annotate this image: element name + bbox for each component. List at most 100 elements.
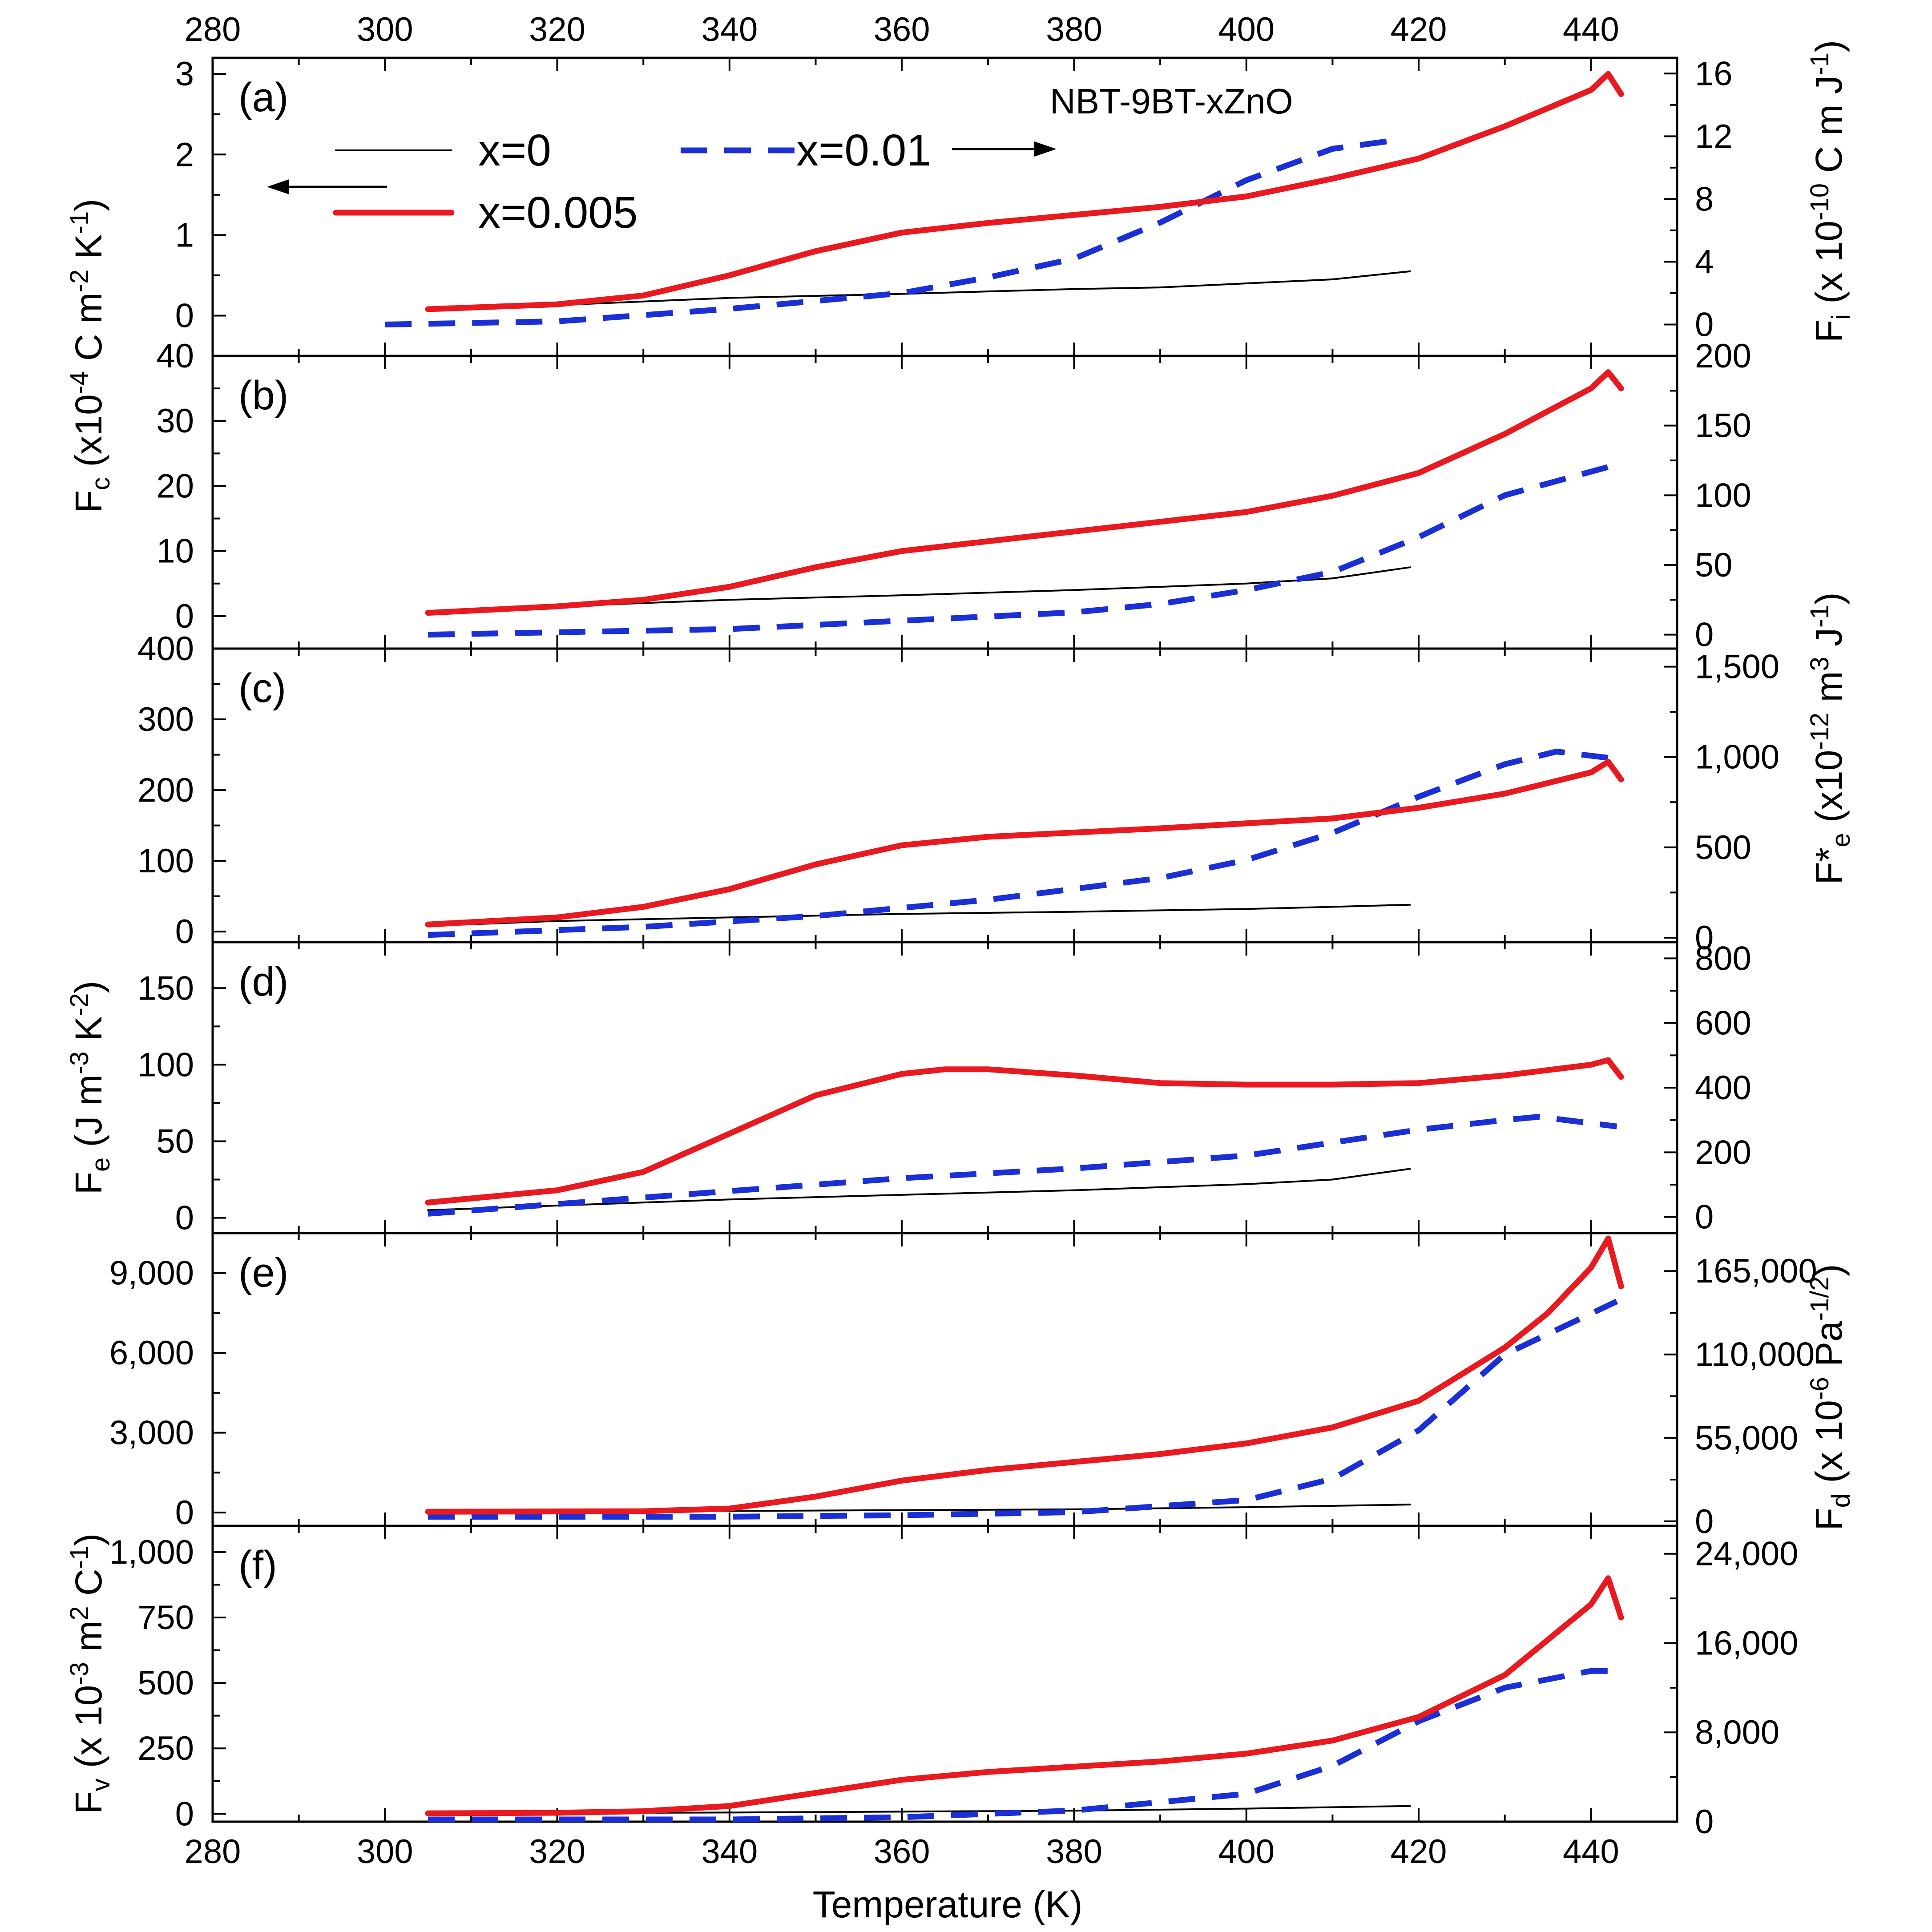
x-axis-title: Temperature (K)	[813, 1884, 1083, 1925]
right-tick-label: 1,000	[1695, 738, 1779, 776]
top-x-tick-label: 300	[357, 11, 413, 48]
series-line-x0005	[425, 71, 1624, 312]
left-tick-label: 0	[175, 297, 194, 335]
top-x-tick-label: 400	[1218, 11, 1275, 48]
left-tick-label: 1,000	[109, 1533, 194, 1571]
top-x-tick-label: 380	[1046, 11, 1102, 48]
left-axis-title: Fe (J m-3 K-2)	[65, 981, 115, 1195]
series-line-x001	[428, 462, 1618, 638]
axis-arrows	[267, 141, 1057, 194]
left-tick-label: 0	[175, 597, 194, 635]
left-tick-label: 250	[137, 1730, 194, 1767]
top-x-tick-label: 280	[185, 11, 241, 48]
series-line-x001	[428, 749, 1617, 938]
series-line-x001	[428, 1299, 1618, 1520]
left-tick-label: 0	[175, 1795, 194, 1833]
top-x-tick-label: 420	[1391, 11, 1447, 48]
legend-label-1: x=0.005	[478, 188, 638, 238]
left-tick-label: 30	[156, 402, 194, 440]
left-tick-label: 200	[137, 771, 194, 809]
bottom-x-axis: 280 300 320 340 360 380 400 420 440	[185, 1833, 1619, 1871]
left-tick-label: 750	[137, 1599, 194, 1637]
left-tick-label: 3	[175, 55, 194, 93]
right-tick-label: 165,000	[1695, 1252, 1817, 1290]
left-tick-label: 400	[137, 630, 194, 668]
right-tick-label: 0	[1695, 1503, 1714, 1541]
left-axis-title: Fc (x10-4 C m-2 K-1)	[65, 199, 115, 513]
left-tick-label: 300	[137, 701, 194, 738]
left-tick-label: 100	[137, 842, 194, 880]
series-line-x001	[428, 1113, 1617, 1217]
right-tick-label: 4	[1695, 243, 1714, 281]
right-arrowhead	[1034, 141, 1057, 157]
top-x-tick-label: 360	[874, 11, 930, 48]
top-x-axis: 280 300 320 340 360 380 400 420 440	[185, 11, 1619, 48]
left-tick-label: 20	[156, 467, 194, 505]
left-tick-label: 6,000	[109, 1334, 194, 1372]
series-line-x0	[427, 903, 1411, 927]
left-axis-title: Fv (x 10-3 m2 C-1)	[65, 1533, 115, 1814]
series-line-x0005	[425, 759, 1624, 928]
right-tick-label: 0	[1695, 1803, 1714, 1841]
right-tick-label: 200	[1695, 337, 1751, 375]
series-line-x0	[427, 1168, 1411, 1211]
bottom-x-tick-label: 340	[701, 1833, 758, 1871]
panel-label: (a)	[238, 75, 288, 120]
right-tick-label: 50	[1695, 546, 1733, 584]
bottom-x-tick-label: 380	[1046, 1833, 1102, 1871]
panel-e: 0 3,000 6,000 9,000 0 55,000 110,000 165,000 (e)…	[109, 1232, 1855, 1541]
panel-label: (c)	[238, 666, 286, 711]
left-tick-label: 40	[156, 337, 194, 375]
right-axis-title: Fd (x 10-6 Pa-1/2)	[1805, 1264, 1855, 1530]
left-tick-label: 150	[137, 969, 194, 1007]
series-line-x0005	[425, 369, 1624, 616]
plot-frame	[211, 647, 1678, 944]
left-tick-label: 2	[175, 136, 194, 173]
panel-label: (d)	[238, 959, 288, 1004]
right-axis-title: Fi (x 10-10 C m J-1)	[1805, 40, 1855, 343]
left-tick-label: 100	[137, 1046, 194, 1084]
bottom-x-tick-label: 400	[1218, 1833, 1275, 1871]
bottom-x-tick-label: 360	[874, 1833, 930, 1871]
right-tick-label: 600	[1695, 1004, 1751, 1042]
panel-f: 0 250 500 750 1,000 0 8,000 16,000 24,000 (f) Fv (…	[65, 1525, 1798, 1841]
left-tick-label: 0	[175, 1494, 194, 1532]
right-tick-label: 8,000	[1695, 1714, 1779, 1751]
legend-label-0: x=0	[478, 125, 551, 175]
right-tick-label: 100	[1695, 476, 1751, 514]
right-tick-label: 0	[1695, 306, 1714, 343]
series-line-x0005	[425, 1575, 1624, 1816]
left-tick-label: 1	[175, 216, 194, 254]
series-line-x0005	[425, 1057, 1624, 1206]
series-line-x0005	[425, 1235, 1624, 1515]
right-tick-label: 500	[1695, 829, 1751, 867]
right-tick-label: 12	[1695, 117, 1733, 155]
bottom-x-tick-label: 420	[1391, 1833, 1447, 1871]
right-tick-label: 0	[1695, 1198, 1714, 1236]
panel-d: 0 50 100 150 0 200 400 600 800 (d) Fe (J m-3 K-2)	[65, 940, 1751, 1237]
left-tick-label: 10	[156, 532, 194, 570]
right-tick-label: 16,000	[1695, 1624, 1798, 1662]
left-tick-label: 500	[137, 1664, 194, 1702]
panel-label: (b)	[238, 373, 288, 418]
right-tick-label: 400	[1695, 1069, 1751, 1107]
right-tick-label: 0	[1695, 616, 1714, 654]
series-line-x0	[427, 270, 1411, 310]
plot-frame	[211, 941, 1678, 1234]
right-tick-label: 55,000	[1695, 1419, 1798, 1457]
left-tick-label: 3,000	[109, 1414, 194, 1452]
right-tick-label: 1,500	[1695, 648, 1779, 686]
figure-title: NBT-9BT-xZnO	[1050, 81, 1293, 121]
bottom-x-tick-label: 320	[529, 1833, 585, 1871]
panel-label: (e)	[238, 1250, 288, 1295]
right-tick-label: 110,000	[1695, 1336, 1815, 1374]
left-arrowhead	[267, 179, 289, 194]
left-tick-label: 0	[175, 913, 194, 951]
series-line-x001	[385, 136, 1402, 327]
top-x-tick-label: 340	[701, 11, 758, 48]
bottom-x-tick-label: 280	[185, 1833, 241, 1871]
